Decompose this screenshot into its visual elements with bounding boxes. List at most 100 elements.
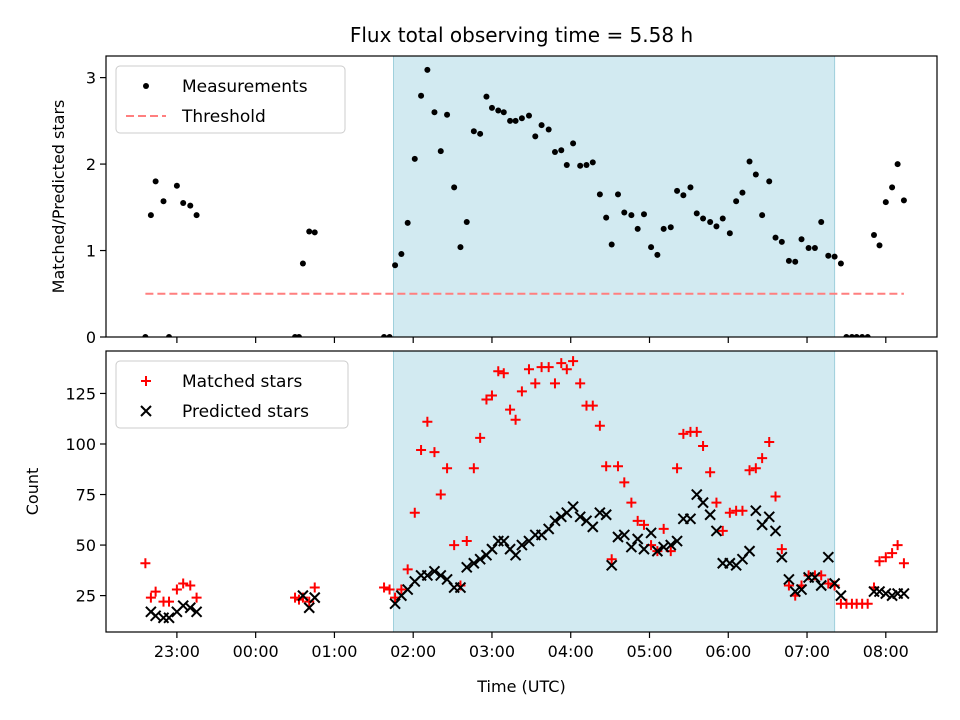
predicted-stars-point <box>704 509 716 521</box>
matched-stars-point <box>658 523 669 534</box>
predicted-stars-point <box>691 488 703 501</box>
measurements-point <box>193 212 200 219</box>
measurements-point <box>707 219 714 226</box>
legend-predicted-swatch <box>140 405 152 417</box>
measurements-point <box>577 162 584 169</box>
predicted-stars-point <box>724 557 736 569</box>
measurements-point <box>431 109 438 116</box>
measurements-point <box>160 198 167 205</box>
measurements-point <box>614 191 621 198</box>
matched-stars-point <box>505 404 516 415</box>
matched-stars-point <box>145 592 156 603</box>
matched-stars-point <box>379 582 390 593</box>
measurements-point <box>451 184 458 191</box>
measurements-point <box>693 210 700 217</box>
matched-stars-point <box>880 552 891 563</box>
matched-stars-point <box>309 582 320 593</box>
measurements-point <box>628 212 635 219</box>
predicted-stars-point <box>177 600 189 612</box>
predicted-stars-point <box>454 581 467 594</box>
measurements-point <box>463 219 470 226</box>
measurements-point <box>889 184 896 191</box>
measurements-point <box>882 199 889 206</box>
measurements-point <box>444 111 451 118</box>
measurements-point <box>648 244 655 251</box>
measurements-point <box>483 93 490 100</box>
plot-frame <box>105 55 938 338</box>
measurements-point <box>532 133 539 140</box>
predicted-stars-point <box>468 557 480 569</box>
measurements-point <box>558 147 565 154</box>
x-tick-label: 03:00 <box>469 642 515 661</box>
matched-stars-point <box>510 414 521 425</box>
matched-stars-point <box>481 394 492 405</box>
predicted-stars-point <box>657 541 670 553</box>
predicted-stars-point <box>435 569 447 582</box>
measurements-point <box>596 191 603 198</box>
matched-stars-point <box>556 358 567 369</box>
measurements-point <box>299 260 306 267</box>
measurements-point <box>518 115 525 122</box>
measurements-point <box>798 236 805 243</box>
matched-stars-point <box>486 390 497 401</box>
matched-stars-point <box>468 463 479 474</box>
measurements-point <box>853 334 860 337</box>
predicted-stars-point <box>309 591 321 604</box>
matched-stars-point <box>402 564 413 575</box>
matched-stars-point <box>498 368 509 379</box>
measurements-point <box>739 189 746 196</box>
data-layer <box>140 356 910 624</box>
measurements-point <box>381 334 388 337</box>
matched-stars-point <box>191 592 202 603</box>
matched-stars-point <box>568 356 579 367</box>
legend-box <box>115 65 346 134</box>
matched-stars-point <box>823 578 834 589</box>
measurements-point <box>411 155 418 162</box>
matched-stars-point <box>396 584 407 595</box>
predicted-stars-point <box>697 496 709 509</box>
measurements-point <box>589 159 596 166</box>
y-tick-label: 50 <box>76 536 96 555</box>
matched-stars-point <box>892 540 903 551</box>
measurements-point <box>477 130 484 137</box>
predicted-stars-point <box>605 559 618 571</box>
matched-stars-point <box>612 461 623 472</box>
x-tick-label: 23:00 <box>154 642 200 661</box>
x-tick-label: 06:00 <box>705 642 751 661</box>
predicted-stars-point <box>625 541 638 553</box>
predicted-stars-point <box>190 606 203 618</box>
matched-stars-point <box>171 584 182 595</box>
measurements-point <box>667 224 674 231</box>
measurements-point <box>778 238 785 245</box>
predicted-stars-point <box>822 551 835 563</box>
predicted-stars-point <box>651 545 664 557</box>
matched-stars-point <box>672 463 683 474</box>
matched-stars-point <box>587 400 598 411</box>
predicted-stars-point <box>184 602 196 614</box>
measurements-point <box>680 192 687 199</box>
matched-stars-point <box>543 362 554 373</box>
predicted-stars-point <box>750 504 762 517</box>
predicted-stars-point <box>671 535 683 547</box>
measurements-point <box>551 148 558 155</box>
matched-stars-point <box>164 596 175 607</box>
matched-stars-point <box>632 515 643 526</box>
measurements-point <box>766 178 773 185</box>
legend-label: Matched stars <box>182 372 302 392</box>
y-tick-label: 25 <box>76 587 96 606</box>
measurements-point <box>437 148 444 155</box>
predicted-stars-point <box>594 507 606 519</box>
predicted-stars-point <box>618 529 630 541</box>
predicted-stars-point <box>421 569 434 582</box>
predicted-stars-point <box>828 577 841 590</box>
measurements-point <box>152 178 159 185</box>
matched-stars-point <box>429 447 440 458</box>
predicted-stars-point <box>880 587 892 600</box>
measurements-point <box>818 219 825 226</box>
predicted-stars-point <box>783 573 795 586</box>
matched-stars-point <box>523 364 534 375</box>
matched-stars-point <box>475 432 486 443</box>
measurements-point <box>495 107 502 114</box>
predicted-stars-point <box>157 612 170 624</box>
measurements-point <box>180 199 187 206</box>
